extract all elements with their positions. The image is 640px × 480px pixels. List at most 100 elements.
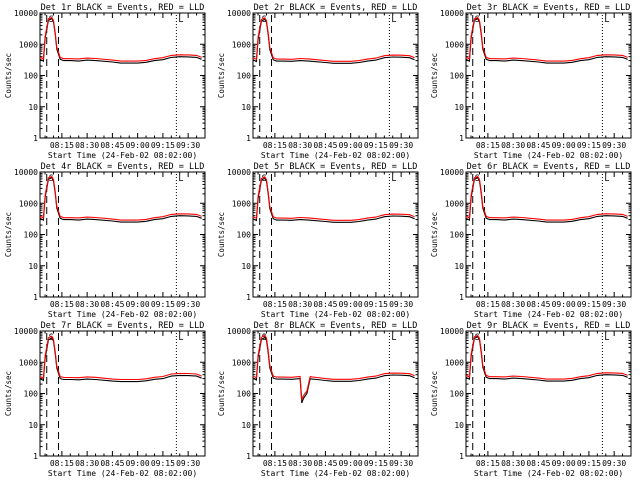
marker-label: L (391, 333, 396, 343)
marker-label: L (391, 174, 396, 184)
y-tick-label: 1000 (445, 199, 464, 208)
y-tick-label: 100 (450, 390, 465, 399)
y-tick-label: 10 (454, 103, 464, 112)
x-tick-label: 08:30 (75, 459, 99, 468)
y-axis-label: Counts/sec (217, 371, 226, 416)
plot-title: Det 3r BLACK = Events, RED = LLD (467, 3, 631, 13)
x-tick-label: 09:00 (126, 300, 150, 309)
y-tick-label: 10000 (227, 327, 251, 336)
x-tick-label: 09:15 (151, 459, 175, 468)
plot-frame (252, 171, 419, 298)
x-axis-label: Start Time (24-Feb-02 08:02:00) (48, 310, 197, 319)
y-tick-label: 10000 (14, 327, 38, 336)
plot-title: Det 8r BLACK = Events, RED = LLD (254, 321, 418, 331)
y-tick-label: 100 (450, 72, 465, 81)
y-tick-label: 1 (33, 293, 38, 302)
x-tick-label: 08:45 (100, 459, 124, 468)
y-axis-label: Counts/sec (430, 371, 439, 416)
x-tick-label: 08:15 (263, 300, 287, 309)
y-tick-label: 10 (28, 103, 38, 112)
y-tick-label: 1 (246, 452, 251, 461)
y-tick-label: 1000 (232, 199, 251, 208)
plot-frame (252, 12, 419, 139)
marker-label: L (178, 15, 183, 25)
marker-label: L (604, 15, 609, 25)
detector-panel: Det 7r BLACK = Events, RED = LLD 1 10 100 10… (4, 321, 206, 478)
lld-series-line (39, 175, 202, 221)
y-tick-label: 10 (241, 262, 251, 271)
x-tick-label: 09:30 (389, 300, 413, 309)
plot-frame (252, 330, 419, 457)
plot-frame (465, 12, 632, 139)
events-series-line (465, 176, 628, 223)
y-tick-label: 10 (241, 103, 251, 112)
x-tick-label: 08:30 (75, 300, 99, 309)
x-tick-label: 08:30 (75, 141, 99, 150)
plot-title: Det 5r BLACK = Events, RED = LLD (254, 162, 418, 172)
x-tick-label: 08:45 (526, 300, 550, 309)
x-tick-label: 09:00 (552, 459, 576, 468)
x-tick-label: 08:15 (263, 141, 287, 150)
y-axis-label: Counts/sec (430, 53, 439, 98)
x-tick-label: 08:30 (501, 300, 525, 309)
plot-frame (39, 12, 206, 139)
x-tick-label: 09:15 (364, 459, 388, 468)
plot-frame (39, 171, 206, 298)
x-tick-label: 08:15 (50, 141, 74, 150)
y-tick-label: 1000 (445, 40, 464, 49)
events-series-line (39, 337, 202, 383)
lld-series-line (465, 16, 628, 62)
x-tick-label: 09:00 (552, 300, 576, 309)
marker-label: L (178, 174, 183, 184)
y-tick-label: 100 (24, 231, 39, 240)
x-tick-label: 08:45 (100, 300, 124, 309)
events-series-line (465, 335, 628, 382)
x-tick-label: 09:00 (339, 459, 363, 468)
events-series-line (39, 176, 202, 223)
events-series-line (252, 336, 415, 404)
x-tick-label: 09:00 (126, 141, 150, 150)
x-tick-label: 08:30 (501, 459, 525, 468)
x-tick-label: 09:15 (577, 300, 601, 309)
x-tick-label: 08:45 (313, 459, 337, 468)
x-tick-label: 08:45 (100, 141, 124, 150)
x-tick-label: 08:45 (313, 141, 337, 150)
x-tick-label: 08:15 (50, 459, 74, 468)
y-tick-label: 1000 (19, 40, 38, 49)
x-axis-label: Start Time (24-Feb-02 08:02:00) (261, 310, 410, 319)
y-tick-label: 100 (237, 72, 252, 81)
x-tick-label: 08:15 (476, 459, 500, 468)
y-tick-label: 10000 (440, 327, 464, 336)
x-axis-label: Start Time (24-Feb-02 08:02:00) (261, 469, 410, 478)
y-tick-label: 10000 (227, 9, 251, 18)
y-tick-label: 10000 (227, 168, 251, 177)
y-tick-label: 1 (459, 452, 464, 461)
marker-label: L (391, 15, 396, 25)
y-tick-label: 1 (33, 134, 38, 143)
y-tick-label: 10000 (14, 168, 38, 177)
y-tick-label: 10000 (14, 9, 38, 18)
x-tick-label: 08:15 (263, 459, 287, 468)
y-tick-label: 10 (454, 262, 464, 271)
y-tick-label: 1000 (19, 199, 38, 208)
events-series-line (39, 17, 202, 64)
y-axis-label: Counts/sec (4, 371, 13, 416)
x-tick-label: 09:15 (364, 300, 388, 309)
x-tick-label: 09:15 (364, 141, 388, 150)
events-series-line (252, 177, 415, 223)
detector-panel: Det 6r BLACK = Events, RED = LLD 1 10 100 10… (430, 162, 632, 319)
plot-title: Det 7r BLACK = Events, RED = LLD (41, 321, 205, 331)
x-tick-label: 08:30 (288, 300, 312, 309)
x-tick-label: 09:30 (389, 141, 413, 150)
x-tick-label: 09:30 (602, 459, 626, 468)
x-tick-label: 09:15 (577, 141, 601, 150)
x-tick-label: 09:15 (151, 141, 175, 150)
x-tick-label: 09:00 (126, 459, 150, 468)
detector-panel: Det 8r BLACK = Events, RED = LLD 1 10 100 10… (217, 321, 419, 478)
x-tick-label: 09:30 (602, 300, 626, 309)
x-axis-label: Start Time (24-Feb-02 08:02:00) (474, 310, 623, 319)
events-series-line (465, 17, 628, 64)
x-tick-label: 09:00 (552, 141, 576, 150)
y-axis-label: Counts/sec (217, 53, 226, 98)
plot-title: Det 2r BLACK = Events, RED = LLD (254, 3, 418, 13)
